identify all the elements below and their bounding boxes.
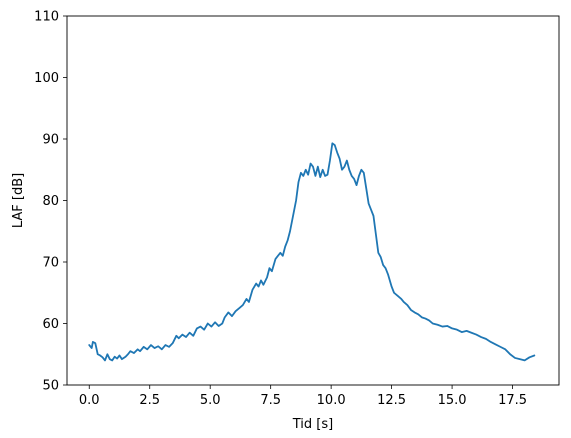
y-axis-label: LAF [dB] [11,173,26,228]
y-tick-label: 70 [42,256,59,271]
x-tick-label: 10.0 [317,393,346,408]
x-tick-label: 15.0 [438,393,467,408]
x-ticks: 0.0 2.5 5.0 7.5 10.0 12.5 15.0 17.5 [79,385,527,408]
series-layer [88,142,536,362]
y-ticks: 50 60 70 80 90 100 110 [34,10,67,394]
plot-area [67,16,559,385]
x-tick-label: 2.5 [139,393,160,408]
y-tick-label: 60 [42,317,59,332]
x-tick-label: 0.0 [79,393,100,408]
y-tick-label: 90 [42,133,59,148]
y-tick-label: 110 [34,10,59,25]
series-line-0 [88,142,536,362]
x-tick-label: 12.5 [377,393,406,408]
x-tick-label: 5.0 [200,393,221,408]
y-tick-label: 80 [42,194,59,209]
y-tick-label: 100 [34,71,59,86]
x-tick-label: 7.5 [260,393,281,408]
x-tick-label: 17.5 [498,393,527,408]
y-tick-label: 50 [42,379,59,394]
x-axis-label: Tid [s] [292,417,333,432]
